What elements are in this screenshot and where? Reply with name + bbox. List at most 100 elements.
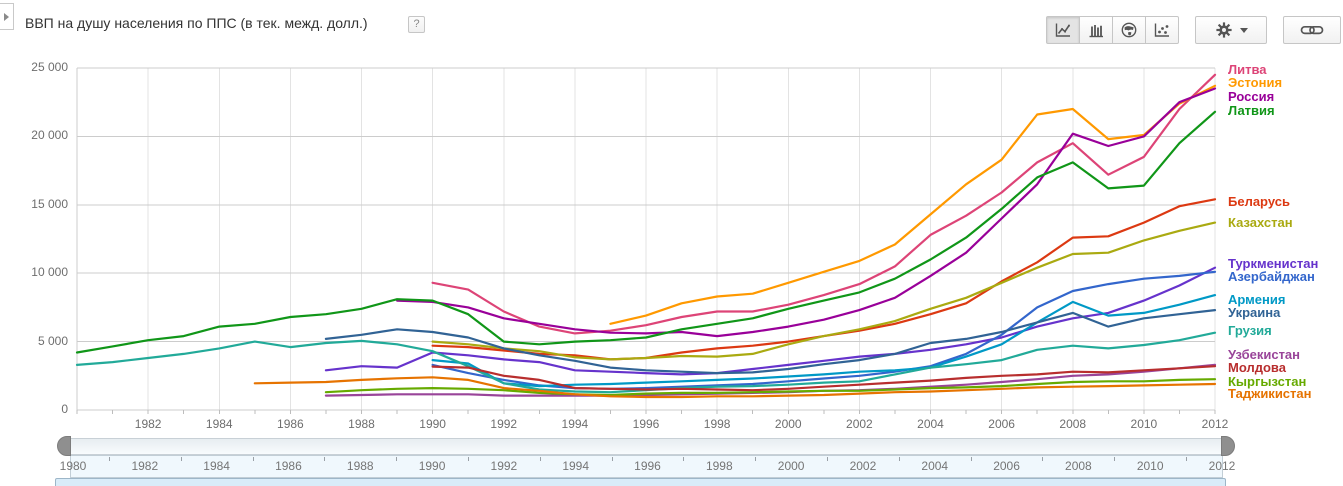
timeline-tick <box>898 457 900 461</box>
link-icon <box>1300 25 1324 35</box>
timeline-year-label: 1988 <box>346 459 374 473</box>
expand-sidebar-button[interactable] <box>0 3 14 30</box>
x-axis-tick-label: 2006 <box>988 417 1015 431</box>
timeline-year-label: 1984 <box>203 459 230 473</box>
legend-item[interactable]: Узбекистан <box>1228 347 1301 362</box>
timeline-year-label: 2002 <box>849 459 877 473</box>
timeline-tick <box>683 457 685 461</box>
legend-item[interactable]: Грузия <box>1228 323 1272 338</box>
timeline-tick <box>1114 457 1116 461</box>
timeline-year-label: 1996 <box>634 459 661 473</box>
series-line[interactable] <box>324 266 1217 376</box>
settings-button[interactable] <box>1195 16 1267 44</box>
timeline-year-label: 1992 <box>490 459 518 473</box>
map-chart-button[interactable] <box>1112 16 1146 44</box>
legend-item[interactable]: Азербайджан <box>1228 269 1315 284</box>
scatter-chart-icon <box>1154 23 1169 37</box>
timeline-year-label: 1982 <box>131 459 159 473</box>
timeline-year-label: 2008 <box>1065 459 1092 473</box>
timeline-axis-panel[interactable] <box>70 455 1223 478</box>
series-line[interactable] <box>75 110 1217 354</box>
timeline-year-label: 1986 <box>275 459 302 473</box>
series-line[interactable] <box>324 378 1217 397</box>
y-axis-tick-label: 20 000 <box>31 128 68 143</box>
x-axis-tick-label: 2000 <box>774 417 802 431</box>
legend-item[interactable]: Литва <box>1228 62 1267 77</box>
x-axis-tick-label: 1992 <box>490 417 518 431</box>
timeline-year-label: 1980 <box>59 459 87 473</box>
timeline-tick <box>1042 457 1044 461</box>
gear-icon <box>1215 22 1232 38</box>
timeline-tick <box>180 457 182 461</box>
chevron-right-icon <box>4 12 9 21</box>
timeline-year-label: 1998 <box>705 459 733 473</box>
timeline-year-label: 2006 <box>993 459 1020 473</box>
y-axis-tick-label: 25 000 <box>31 60 68 74</box>
series-line[interactable] <box>431 270 1217 390</box>
x-axis-tick-label: 2010 <box>1130 417 1158 431</box>
help-icon[interactable]: ? <box>408 16 425 33</box>
x-axis-tick-label: 1998 <box>703 417 731 431</box>
x-axis-tick-label: 2004 <box>917 417 944 431</box>
timeline-year-label: 2004 <box>921 459 949 473</box>
legend-item[interactable]: Кыргызстан <box>1228 374 1307 389</box>
timeline-tick <box>324 457 326 461</box>
x-axis-tick-label: 1986 <box>277 417 304 431</box>
timeline-slider-right-handle[interactable] <box>1221 436 1235 456</box>
timeline-slider-left-handle[interactable] <box>57 436 71 456</box>
series-line[interactable] <box>396 87 1217 338</box>
timeline-tick <box>611 457 613 461</box>
chart-type-switcher <box>1046 16 1179 44</box>
series-line[interactable] <box>431 73 1217 335</box>
series-line[interactable] <box>431 365 1217 392</box>
timeline-year-label: 2012 <box>1208 459 1236 473</box>
timeline-tick <box>252 457 254 461</box>
bar-chart-button[interactable] <box>1079 16 1113 44</box>
x-axis-tick-label: 1982 <box>134 417 162 431</box>
x-axis-tick-label: 1994 <box>561 417 589 431</box>
map-chart-icon <box>1121 22 1137 38</box>
timeline-year-label: 2010 <box>1136 459 1164 473</box>
line-chart-icon <box>1055 23 1070 37</box>
x-axis-tick-label: 1996 <box>632 417 660 431</box>
timeline-tick <box>827 457 829 461</box>
x-axis-tick-label: 1984 <box>205 417 233 431</box>
y-axis-tick-label: 5 000 <box>37 333 68 348</box>
timeline-year-label: 1990 <box>418 459 446 473</box>
bar-chart-icon <box>1089 25 1103 38</box>
line-chart-button[interactable] <box>1046 16 1080 44</box>
timeline-tick <box>970 457 972 461</box>
legend-item[interactable]: Таджикистан <box>1228 386 1312 401</box>
series-line[interactable] <box>324 309 1217 375</box>
timeline-tick <box>467 457 469 461</box>
series-line[interactable] <box>431 221 1217 361</box>
legend-item[interactable]: Украина <box>1228 305 1281 320</box>
legend-item[interactable]: Казахстан <box>1228 215 1293 230</box>
share-link-button[interactable] <box>1283 16 1341 44</box>
timeline-tick <box>396 457 398 461</box>
legend-item[interactable]: Армения <box>1228 292 1286 307</box>
legend-item[interactable]: Беларусь <box>1228 194 1290 209</box>
legend-item[interactable]: Эстония <box>1228 75 1283 90</box>
timeline-year-label: 2000 <box>777 459 805 473</box>
legend-item[interactable]: Молдова <box>1228 360 1286 375</box>
legend-item[interactable]: Туркменистан <box>1228 256 1319 271</box>
x-axis-tick-label: 2002 <box>846 417 873 431</box>
bottom-panel-edge <box>55 478 1226 486</box>
legend-item[interactable]: Латвия <box>1228 103 1275 118</box>
x-axis-tick-label: 1988 <box>348 417 375 431</box>
timeline-tick <box>1186 457 1188 461</box>
legend-item[interactable]: Россия <box>1228 89 1275 104</box>
series-line[interactable] <box>253 376 1217 399</box>
timeline-tick <box>539 457 541 461</box>
page-title: ВВП на душу населения по ППС (в тек. меж… <box>25 15 368 31</box>
caret-down-icon <box>1239 27 1248 33</box>
timeline-slider-track[interactable] <box>70 438 1222 455</box>
series-line[interactable] <box>609 84 1217 325</box>
scatter-chart-button[interactable] <box>1145 16 1179 44</box>
y-axis-tick-label: 0 <box>61 402 68 416</box>
x-axis-tick-label: 1990 <box>419 417 446 431</box>
x-axis-tick-label: 2012 <box>1201 417 1229 431</box>
